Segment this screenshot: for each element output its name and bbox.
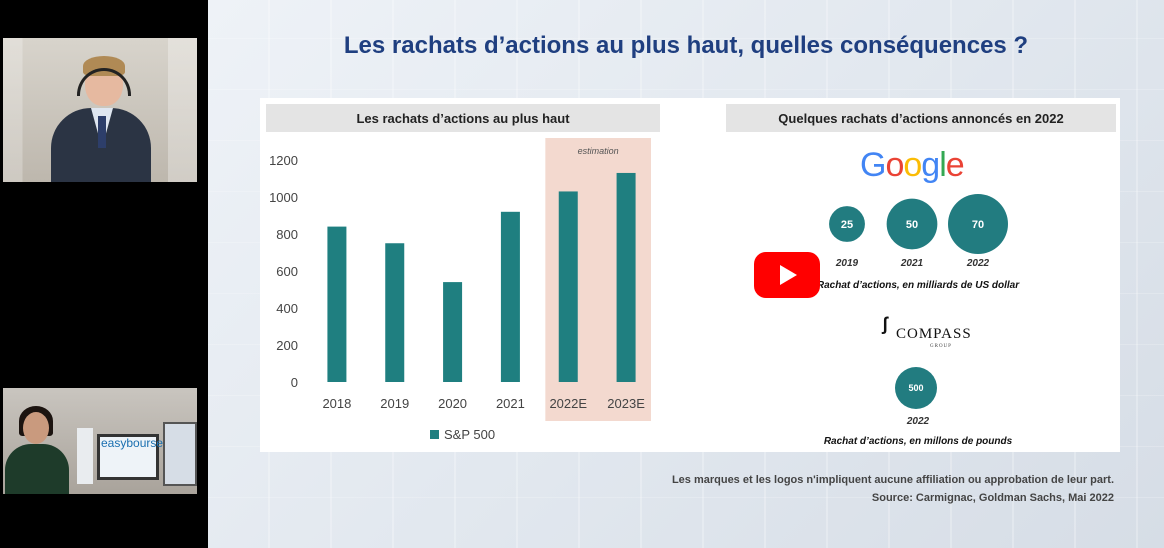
google-year-label-2019: 2019 — [835, 258, 859, 269]
buyback-bar-chart: estimation 0 200 400 600 800 1000 1200 2018 2019 2… — [269, 138, 651, 442]
y-tick-label: 600 — [276, 264, 298, 279]
x-tick-label: 2021 — [496, 396, 525, 411]
webcam-brand-logo: easybourse — [101, 436, 164, 450]
right-panel-title: Quelques rachats d’actions annoncés en 2… — [726, 104, 1116, 132]
y-tick-label: 800 — [276, 227, 298, 242]
x-tick-label: 2020 — [438, 396, 467, 411]
x-tick-label: 2023E — [607, 396, 645, 411]
bar-2019 — [385, 243, 405, 382]
slide-title: Les rachats d’actions au plus haut, quel… — [343, 32, 1029, 59]
google-bubble-2022 — [948, 194, 1008, 254]
compass-bubble-2022 — [895, 367, 937, 409]
google-caption: Rachat d’actions, en milliards de US dol… — [816, 280, 1020, 291]
youtube-play-icon[interactable] — [754, 252, 820, 298]
bar-2020 — [443, 282, 463, 382]
bar-2022E — [558, 191, 578, 382]
x-tick-label: 2022E — [549, 396, 587, 411]
y-tick-label: 0 — [291, 375, 298, 390]
participant-video-male[interactable] — [3, 38, 197, 182]
y-tick-label: 200 — [276, 338, 298, 353]
google-bubble-2019 — [829, 206, 865, 242]
google-bubble-value: 25 — [841, 219, 853, 231]
disclaimer-text: Les marques et les logos n'impliquent au… — [671, 474, 1114, 486]
compass-year-label-2022: 2022 — [906, 416, 930, 427]
compass-caption: Rachat d’actions, en millons de pounds — [823, 436, 1013, 447]
y-tick-label: 1200 — [269, 153, 298, 168]
legend-label: S&P 500 — [444, 427, 495, 442]
y-tick-label: 1000 — [269, 190, 298, 205]
bar-2021 — [500, 211, 520, 382]
compass-bubble-value: 500 — [908, 383, 923, 393]
google-year-label-2021: 2021 — [900, 258, 924, 269]
x-tick-label: 2018 — [322, 396, 351, 411]
legend-swatch — [430, 430, 439, 439]
background-monitor — [97, 434, 159, 480]
person-tie — [98, 116, 106, 148]
left-panel-title: Les rachats d’actions au plus haut — [266, 104, 660, 132]
participant-video-female[interactable]: easybourse — [3, 388, 197, 494]
source-text: Source: Carmignac, Goldman Sachs, Mai 20… — [871, 492, 1114, 504]
compass-mark-icon: ʃ — [882, 314, 888, 334]
bar-2018 — [327, 226, 347, 382]
x-tick-label: 2019 — [380, 396, 409, 411]
google-bubble-value: 70 — [972, 219, 984, 231]
google-year-label-2022: 2022 — [966, 258, 990, 269]
presentation-slide: Les rachats d’actions au plus haut, quel… — [208, 0, 1164, 548]
person-body — [5, 444, 69, 494]
y-tick-label: 400 — [276, 301, 298, 316]
bar-2023E — [616, 172, 636, 382]
estimation-annotation: estimation — [578, 146, 619, 156]
person-head — [23, 412, 49, 444]
compass-name: COMPASS — [896, 326, 972, 342]
background-monitor-2 — [163, 422, 197, 486]
background-stand — [77, 428, 93, 484]
compass-group: GROUP — [930, 344, 952, 349]
google-logo: Google — [860, 146, 965, 184]
google-bubble-2021 — [886, 198, 938, 250]
slide-content: Les rachats d’actions au plus haut Quelq… — [260, 98, 1120, 452]
participants-column: easybourse — [0, 0, 200, 548]
google-bubble-value: 50 — [906, 219, 918, 231]
